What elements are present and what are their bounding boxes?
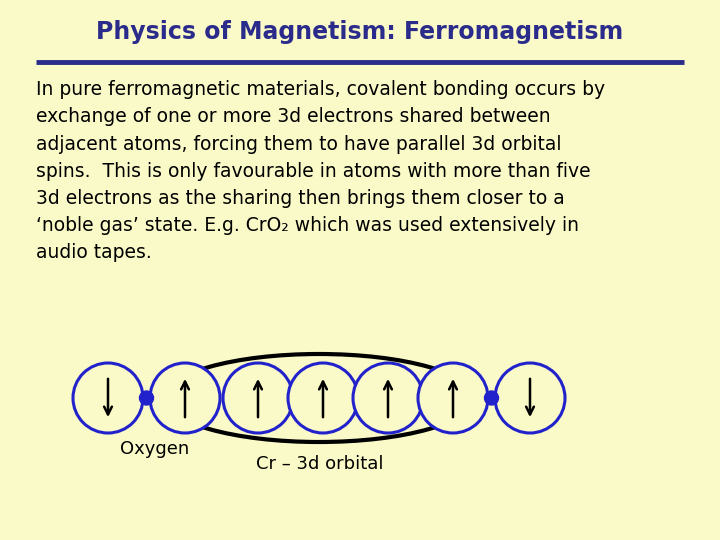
Circle shape xyxy=(223,363,293,433)
Circle shape xyxy=(140,391,153,405)
Circle shape xyxy=(353,363,423,433)
Circle shape xyxy=(288,363,358,433)
Circle shape xyxy=(485,391,498,405)
Circle shape xyxy=(495,363,565,433)
Text: Cr – 3d orbital: Cr – 3d orbital xyxy=(256,455,384,473)
Text: Oxygen: Oxygen xyxy=(120,440,189,458)
Text: In pure ferromagnetic materials, covalent bonding occurs by
exchange of one or m: In pure ferromagnetic materials, covalen… xyxy=(36,80,605,262)
Text: Physics of Magnetism: Ferromagnetism: Physics of Magnetism: Ferromagnetism xyxy=(96,20,624,44)
Circle shape xyxy=(73,363,143,433)
Circle shape xyxy=(418,363,488,433)
Circle shape xyxy=(150,363,220,433)
